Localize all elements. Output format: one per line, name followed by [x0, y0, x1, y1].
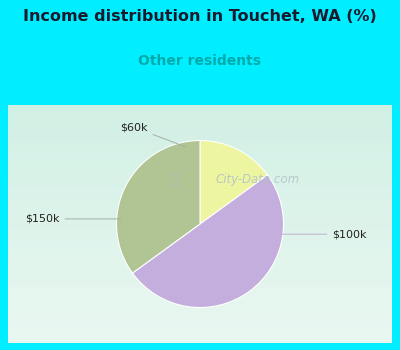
Text: $100k: $100k	[282, 229, 367, 239]
Wedge shape	[200, 140, 268, 224]
Text: Other residents: Other residents	[138, 54, 262, 68]
Wedge shape	[132, 175, 284, 308]
Text: ⦿: ⦿	[168, 172, 177, 187]
Text: Income distribution in Touchet, WA (%): Income distribution in Touchet, WA (%)	[23, 9, 377, 24]
Text: $60k: $60k	[120, 122, 185, 147]
Text: $150k: $150k	[25, 214, 121, 224]
Text: City-Data.com: City-Data.com	[215, 173, 299, 186]
Wedge shape	[116, 140, 200, 273]
